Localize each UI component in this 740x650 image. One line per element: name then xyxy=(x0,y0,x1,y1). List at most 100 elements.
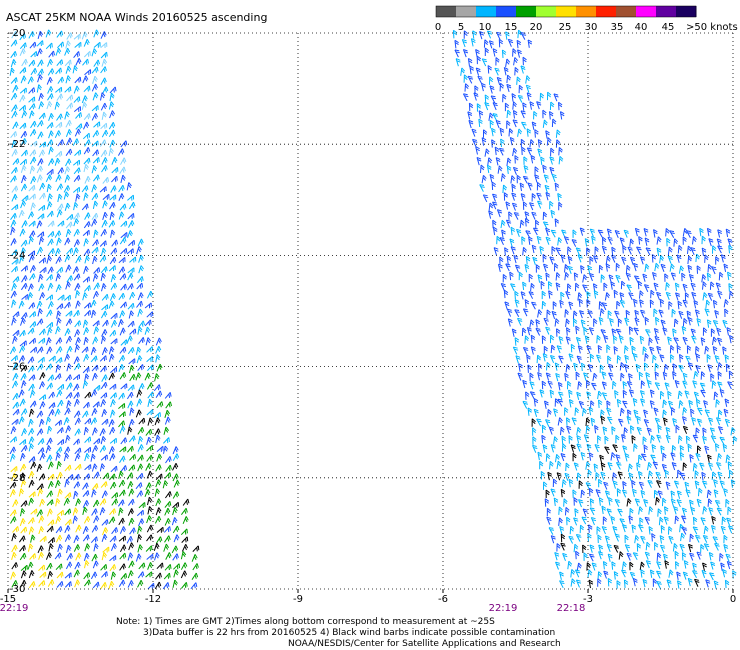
wind-barb xyxy=(102,193,110,200)
wind-barb xyxy=(138,265,145,274)
wind-barb xyxy=(717,337,723,346)
wind-barb xyxy=(699,227,704,237)
wind-barb xyxy=(137,238,144,247)
wind-barb xyxy=(640,535,646,544)
wind-barb xyxy=(700,371,706,380)
wind-barb xyxy=(38,526,45,535)
wind-barb xyxy=(517,372,523,381)
wind-barb xyxy=(92,445,99,453)
wind-barb xyxy=(671,308,676,318)
wind-barb xyxy=(689,499,694,508)
wind-barb xyxy=(536,192,542,201)
wind-barb xyxy=(45,42,53,50)
wind-barb xyxy=(65,335,73,344)
wind-barb xyxy=(82,319,89,328)
wind-barb xyxy=(578,298,584,308)
wind-barb xyxy=(73,481,81,489)
wind-barb xyxy=(720,525,726,535)
wind-barb xyxy=(18,389,25,398)
wind-barb xyxy=(83,163,89,173)
wind-barb xyxy=(687,264,693,274)
wind-barb xyxy=(84,453,90,462)
wind-barb xyxy=(468,119,474,129)
wind-barb xyxy=(540,156,545,165)
wind-barb xyxy=(110,543,117,551)
wind-barb xyxy=(594,444,600,453)
wind-barb xyxy=(65,425,72,434)
wind-barb xyxy=(725,228,731,237)
wind-barb xyxy=(668,526,673,535)
wind-barb xyxy=(645,372,650,381)
wind-barb xyxy=(111,166,119,174)
wind-barb xyxy=(667,390,672,400)
wind-barb xyxy=(695,398,701,408)
wind-barb xyxy=(645,541,651,551)
wind-barb xyxy=(568,478,574,488)
wind-barb xyxy=(620,372,625,382)
wind-barb xyxy=(36,220,43,229)
wind-barb xyxy=(567,380,572,390)
wind-barb xyxy=(99,240,107,247)
wind-barb xyxy=(93,41,101,48)
wind-barb xyxy=(491,127,496,137)
wind-barb xyxy=(46,525,54,533)
wind-barb xyxy=(679,543,685,552)
wind-map[interactable]: -20-22-24-26-28-30-15 -12 -9 -6 -3 022:19 22:1… xyxy=(0,0,740,612)
wind-barb xyxy=(20,570,27,579)
wind-barb xyxy=(675,292,681,301)
wind-barb xyxy=(614,499,621,507)
wind-barb xyxy=(74,453,81,462)
wind-barb xyxy=(137,525,143,535)
wind-barb xyxy=(573,462,579,471)
legend-frame xyxy=(435,5,697,18)
wind-barb xyxy=(45,29,52,38)
wind-barb xyxy=(146,470,153,479)
wind-barb xyxy=(715,256,720,265)
wind-barb xyxy=(64,479,70,488)
wind-barb xyxy=(653,282,659,291)
wind-barb xyxy=(126,248,134,255)
wind-barb xyxy=(526,354,531,363)
wind-barb xyxy=(56,389,63,398)
wind-barb xyxy=(566,327,571,336)
wind-barb xyxy=(709,281,715,290)
map-grid xyxy=(7,32,734,590)
wind-barb xyxy=(73,410,81,418)
wind-barb xyxy=(20,579,27,588)
wind-barb xyxy=(47,301,54,309)
wind-barb xyxy=(65,392,73,400)
wind-barb xyxy=(604,292,610,301)
wind-barb xyxy=(172,501,180,509)
lat-label: -26 xyxy=(9,362,25,373)
wind-barb xyxy=(29,321,37,328)
wind-barb xyxy=(494,146,500,156)
wind-barb xyxy=(640,569,645,578)
wind-barb xyxy=(702,480,708,489)
wind-barb xyxy=(591,562,597,571)
wind-barb xyxy=(36,165,43,174)
wind-barb xyxy=(550,147,555,157)
wind-barb xyxy=(582,544,587,554)
wind-barb xyxy=(622,381,627,390)
wind-barb xyxy=(659,255,665,264)
wind-barb xyxy=(28,470,35,479)
wind-barb xyxy=(21,195,29,202)
wind-barb xyxy=(696,551,702,560)
wind-barb xyxy=(66,400,72,409)
wind-barbs xyxy=(9,29,738,590)
wind-barb xyxy=(537,451,543,461)
wind-barb xyxy=(136,534,143,543)
wind-barb xyxy=(39,401,46,410)
wind-barb xyxy=(712,536,718,544)
wind-barb xyxy=(549,389,555,399)
wind-barb xyxy=(639,290,644,299)
wind-barb xyxy=(29,553,36,560)
wind-barb xyxy=(173,563,180,570)
wind-barb xyxy=(554,262,559,272)
wind-barb xyxy=(567,265,574,274)
wind-barb xyxy=(672,328,677,337)
wind-barb xyxy=(544,498,550,507)
wind-barb xyxy=(607,236,613,245)
wind-barb xyxy=(27,517,35,525)
wind-barb xyxy=(84,285,91,292)
